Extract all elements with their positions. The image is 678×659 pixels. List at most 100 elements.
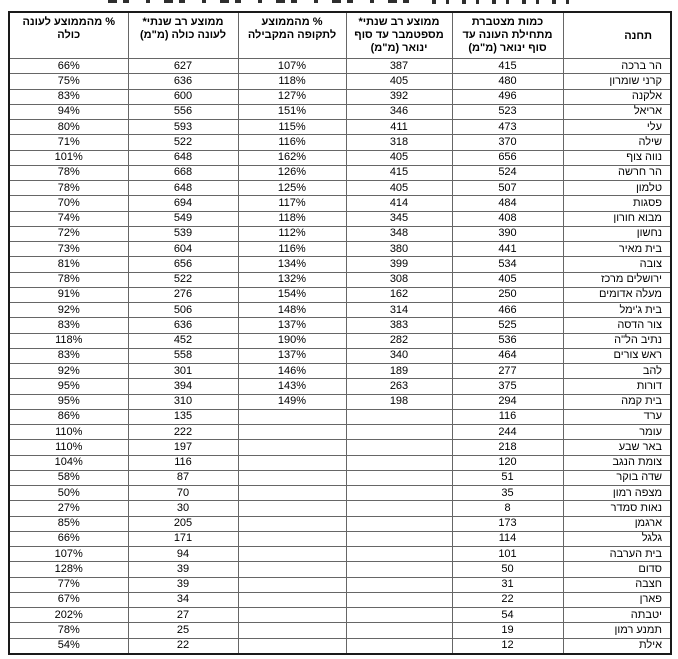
pct_season-cell: 91% bbox=[8, 286, 129, 304]
pct_period-cell: 149% bbox=[237, 393, 347, 410]
avg_sep_jan-cell: 345 bbox=[345, 210, 453, 227]
header-percent-of-period-average: % מהממוצע לתקופה המקבילה bbox=[237, 11, 347, 59]
table-row: שילה 370 318 116% 522 71% bbox=[8, 134, 672, 151]
avg_sep_jan-cell: 399 bbox=[345, 256, 453, 273]
station-cell: תמנע רמון bbox=[562, 622, 672, 639]
pct_season-cell: 94% bbox=[8, 103, 129, 121]
accumulated-cell: 51 bbox=[451, 469, 564, 487]
accumulated-cell: 408 bbox=[451, 210, 564, 227]
table-row: גלגל 114 171 66% bbox=[8, 530, 672, 548]
avg_season-cell: 522 bbox=[127, 134, 239, 151]
accumulated-cell: 120 bbox=[451, 454, 564, 471]
table-row: בית הערבה 101 94 107% bbox=[8, 545, 672, 563]
avg_season-cell: 310 bbox=[127, 393, 239, 410]
avg_season-cell: 70 bbox=[127, 484, 239, 502]
avg_season-cell: 116 bbox=[127, 454, 239, 471]
table-row: בית ג'ימל 466 314 148% 506 92% bbox=[8, 301, 672, 319]
avg_season-cell: 34 bbox=[127, 591, 239, 609]
pct_season-cell: 74% bbox=[8, 210, 129, 227]
table-row: דורות 375 263 143% 394 95% bbox=[8, 378, 672, 395]
table-row: יטבתה 54 27 202% bbox=[8, 606, 672, 624]
accumulated-cell: 415 bbox=[451, 57, 564, 75]
pct_period-cell bbox=[237, 622, 347, 639]
pct_period-cell bbox=[237, 408, 347, 426]
station-cell: נווה צוף bbox=[562, 149, 672, 166]
accumulated-cell: 525 bbox=[451, 317, 564, 334]
avg_season-cell: 556 bbox=[127, 103, 239, 121]
station-cell: אלקנה bbox=[562, 88, 672, 105]
accumulated-cell: 173 bbox=[451, 515, 564, 532]
avg_season-cell: 27 bbox=[127, 606, 239, 624]
accumulated-cell: 375 bbox=[451, 378, 564, 395]
accumulated-cell: 244 bbox=[451, 423, 564, 441]
station-cell: פארן bbox=[562, 591, 672, 609]
station-cell: גלגל bbox=[562, 530, 672, 548]
pct_season-cell: 78% bbox=[8, 622, 129, 639]
avg_season-cell: 636 bbox=[127, 317, 239, 334]
pct_season-cell: 58% bbox=[8, 469, 129, 487]
avg_sep_jan-cell: 411 bbox=[345, 118, 453, 136]
accumulated-cell: 370 bbox=[451, 134, 564, 151]
table-row: הר ברכה 415 387 107% 627 66% bbox=[8, 57, 672, 75]
accumulated-cell: 473 bbox=[451, 118, 564, 136]
accumulated-cell: 54 bbox=[451, 606, 564, 624]
avg_sep_jan-cell: 314 bbox=[345, 301, 453, 319]
avg_sep_jan-cell: 415 bbox=[345, 164, 453, 182]
accumulated-cell: 464 bbox=[451, 347, 564, 365]
pct_season-cell: 110% bbox=[8, 423, 129, 441]
pct_period-cell: 190% bbox=[237, 332, 347, 349]
station-cell: הר ברכה bbox=[562, 57, 672, 75]
table-row: אילת 12 22 54% bbox=[8, 637, 672, 655]
avg_sep_jan-cell: 383 bbox=[345, 317, 453, 334]
avg_season-cell: 627 bbox=[127, 57, 239, 75]
pct_period-cell bbox=[237, 439, 347, 456]
pct_period-cell bbox=[237, 606, 347, 624]
avg_sep_jan-cell bbox=[345, 454, 453, 471]
table-row: צומת הנגב 120 116 104% bbox=[8, 454, 672, 471]
pct_period-cell: 126% bbox=[237, 164, 347, 182]
avg_season-cell: 668 bbox=[127, 164, 239, 182]
table-row: ערד 116 135 86% bbox=[8, 408, 672, 426]
avg_sep_jan-cell: 318 bbox=[345, 134, 453, 151]
pct_season-cell: 78% bbox=[8, 164, 129, 182]
avg_season-cell: 522 bbox=[127, 271, 239, 288]
avg_season-cell: 549 bbox=[127, 210, 239, 227]
station-cell: ארגמן bbox=[562, 515, 672, 532]
station-cell: אריאל bbox=[562, 103, 672, 121]
accumulated-cell: 466 bbox=[451, 301, 564, 319]
station-cell: נתיב הל"ה bbox=[562, 332, 672, 349]
station-cell: בית הערבה bbox=[562, 545, 672, 563]
avg_sep_jan-cell bbox=[345, 515, 453, 532]
pct_period-cell: 107% bbox=[237, 57, 347, 75]
pct_period-cell bbox=[237, 515, 347, 532]
avg_sep_jan-cell: 263 bbox=[345, 378, 453, 395]
station-cell: יטבתה bbox=[562, 606, 672, 624]
avg_season-cell: 301 bbox=[127, 362, 239, 380]
avg_sep_jan-cell: 346 bbox=[345, 103, 453, 121]
avg_sep_jan-cell bbox=[345, 484, 453, 502]
avg_season-cell: 135 bbox=[127, 408, 239, 426]
avg_season-cell: 600 bbox=[127, 88, 239, 105]
pct_period-cell: 154% bbox=[237, 286, 347, 304]
avg_season-cell: 22 bbox=[127, 637, 239, 655]
avg_sep_jan-cell: 380 bbox=[345, 240, 453, 258]
avg_season-cell: 222 bbox=[127, 423, 239, 441]
avg_season-cell: 197 bbox=[127, 439, 239, 456]
avg_season-cell: 452 bbox=[127, 332, 239, 349]
clipped-title-fragment bbox=[432, 0, 582, 4]
pct_period-cell: 137% bbox=[237, 317, 347, 334]
table-row: עומר 244 222 110% bbox=[8, 423, 672, 441]
table-row: אלקנה 496 392 127% 600 83% bbox=[8, 88, 672, 105]
pct_season-cell: 85% bbox=[8, 515, 129, 532]
pct_season-cell: 80% bbox=[8, 118, 129, 136]
header-average-full-season: ממוצע רב שנתי* לעונה כולה (מ"מ) bbox=[127, 11, 239, 59]
station-cell: נאות סמדר bbox=[562, 500, 672, 517]
table-row: תמנע רמון 19 25 78% bbox=[8, 622, 672, 639]
pct_season-cell: 78% bbox=[8, 271, 129, 288]
accumulated-cell: 480 bbox=[451, 73, 564, 90]
station-cell: קרני שומרון bbox=[562, 73, 672, 90]
table-row: ירושלים מרכז 405 308 132% 522 78% bbox=[8, 271, 672, 288]
station-cell: הר חרשה bbox=[562, 164, 672, 182]
accumulated-cell: 22 bbox=[451, 591, 564, 609]
station-cell: בית מאיר bbox=[562, 240, 672, 258]
